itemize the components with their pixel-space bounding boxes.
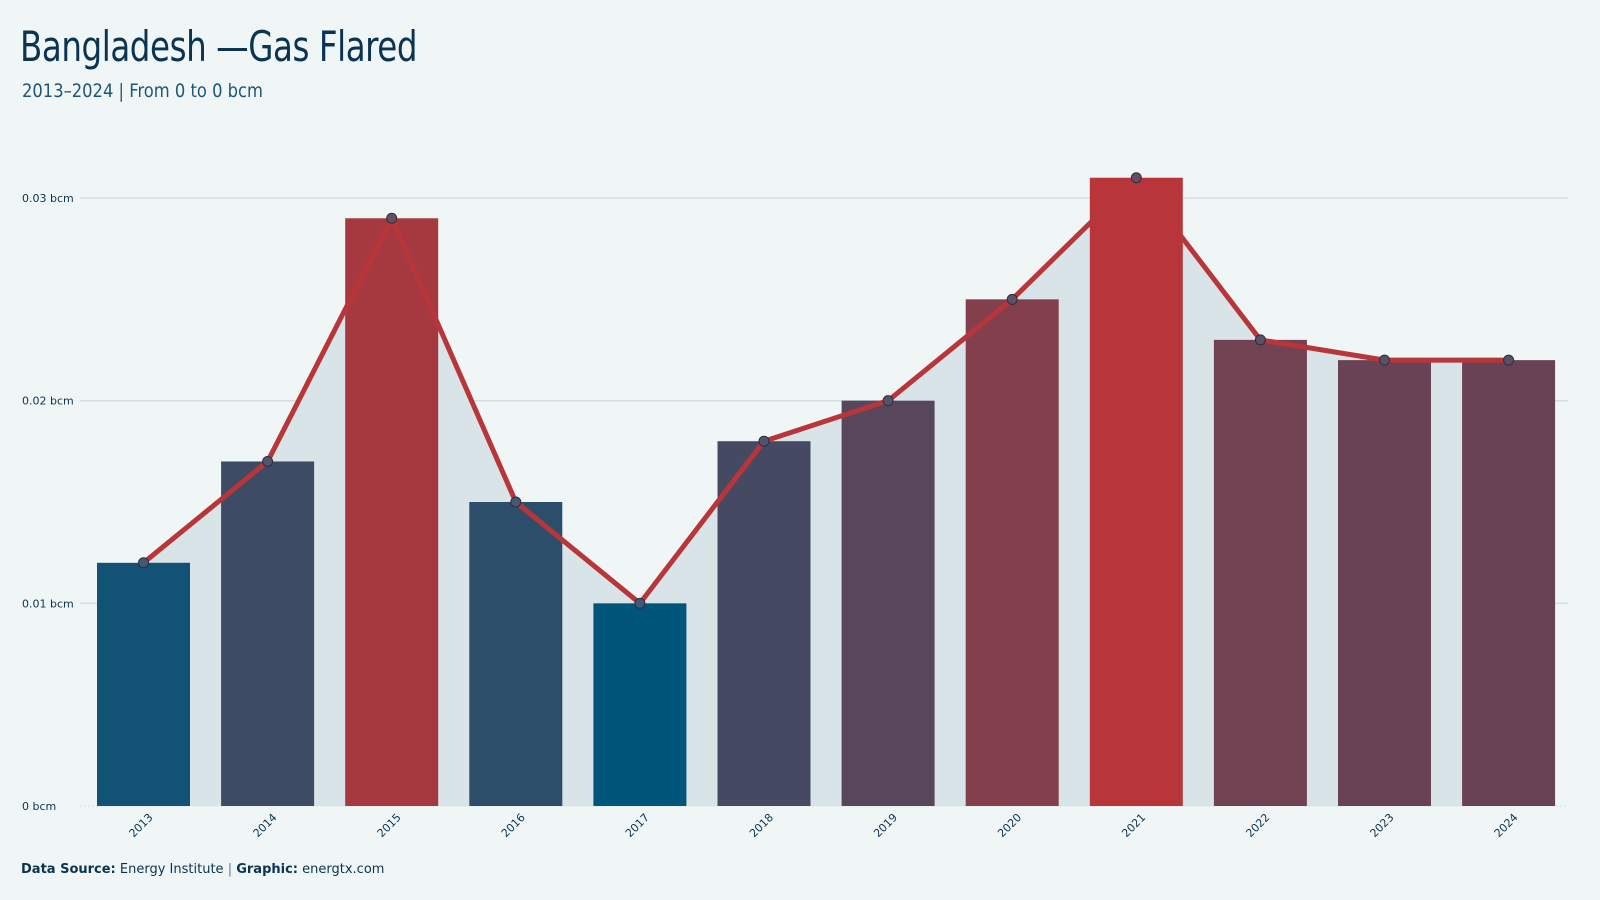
bar-2013 <box>97 562 190 806</box>
x-tick-label: 2021 <box>1119 811 1148 840</box>
bar-2022 <box>1213 339 1307 806</box>
bar-2016 <box>469 502 563 806</box>
y-tick-label: 0.02 bcm <box>22 395 74 408</box>
points <box>138 172 1515 609</box>
x-tick-label: 2017 <box>623 811 652 840</box>
point-2024 <box>1503 354 1515 366</box>
point-2013 <box>138 557 149 569</box>
point-2022 <box>1254 334 1266 346</box>
x-tick-label: 2014 <box>251 811 280 840</box>
graphic-value: energtx.com <box>302 862 385 877</box>
footer: Data Source: Energy Institute | Graphic:… <box>21 862 384 877</box>
x-tick-label: 2024 <box>1492 811 1521 840</box>
y-axis-ticks: 0 bcm 0.01 bcm 0.02 bcm 0.03 bcm <box>22 192 74 813</box>
bar-2020 <box>965 299 1059 806</box>
bar-2023 <box>1338 360 1431 806</box>
x-tick-label: 2016 <box>499 811 528 840</box>
point-2016 <box>510 496 522 508</box>
chart-title: Bangladesh —Gas Flared <box>20 22 418 71</box>
source-value: Energy Institute <box>119 862 224 877</box>
bar-2018 <box>717 441 811 806</box>
point-2014 <box>262 455 274 467</box>
graphic-label: Graphic: <box>236 862 298 877</box>
x-tick-label: 2022 <box>1243 811 1272 840</box>
point-2018 <box>758 435 770 447</box>
line-layer <box>141 175 1512 606</box>
series-line <box>141 175 1512 606</box>
footer-separator: | <box>227 862 233 877</box>
y-tick-label: 0 bcm <box>22 800 56 813</box>
point-2021 <box>1130 172 1142 184</box>
bar-2015 <box>345 218 439 806</box>
bar-2017 <box>593 603 687 806</box>
x-tick-label: 2020 <box>995 811 1024 840</box>
bar-2014 <box>221 461 315 806</box>
source-label: Data Source: <box>21 862 116 877</box>
bar-2024 <box>1462 360 1556 806</box>
x-tick-label: 2015 <box>375 811 404 840</box>
x-tick-label: 2019 <box>871 811 900 840</box>
point-2017 <box>634 597 646 609</box>
y-tick-label: 0.03 bcm <box>22 192 74 205</box>
chart-subtitle: 2013–2024 | From 0 to 0 bcm <box>22 80 263 102</box>
point-2023 <box>1379 354 1390 366</box>
bars <box>97 177 1556 806</box>
point-2020 <box>1006 293 1018 305</box>
x-axis-ticks: 2013 2014 2015 2016 2017 2018 2019 2020 2021 2022… <box>127 811 1521 840</box>
bar-2019 <box>841 400 935 806</box>
bar-2021 <box>1089 177 1183 806</box>
point-2015 <box>386 212 398 224</box>
x-tick-label: 2023 <box>1368 811 1397 840</box>
point-2019 <box>882 395 894 407</box>
x-tick-label: 2013 <box>127 811 156 840</box>
x-tick-label: 2018 <box>747 811 776 840</box>
y-tick-label: 0.01 bcm <box>22 597 74 610</box>
